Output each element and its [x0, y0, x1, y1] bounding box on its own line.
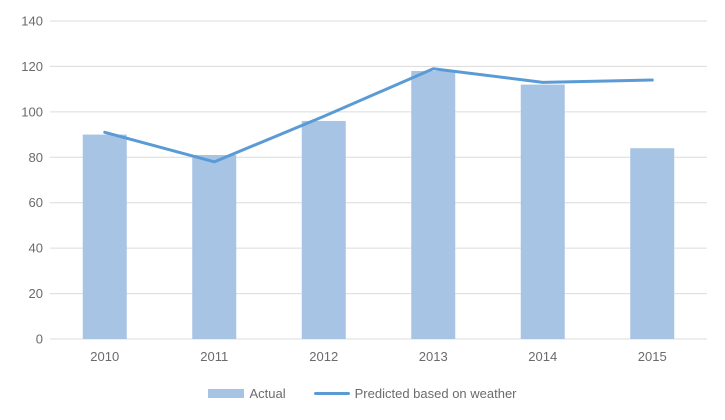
x-tick-label-2010: 2010	[90, 349, 119, 364]
legend-label-actual: Actual	[249, 386, 286, 401]
legend-item-actual[interactable]: Actual	[208, 386, 286, 401]
bar-2012[interactable]	[301, 120, 346, 339]
y-tick-label-80: 80	[29, 150, 43, 165]
y-tick-label-40: 40	[29, 241, 43, 256]
bar-2010[interactable]	[82, 134, 127, 339]
x-tick-label-2013: 2013	[419, 349, 448, 364]
x-tick-label-2015: 2015	[638, 349, 667, 364]
y-tick-label-20: 20	[29, 286, 43, 301]
x-tick-label-2012: 2012	[309, 349, 338, 364]
bar-2013[interactable]	[411, 70, 456, 339]
y-tick-label-100: 100	[21, 104, 43, 119]
line-series-swatch-icon	[313, 392, 350, 395]
y-tick-label-60: 60	[29, 195, 43, 210]
chart-legend: Actual Predicted based on weather	[0, 386, 725, 401]
bar-2011[interactable]	[192, 155, 237, 339]
y-tick-label-120: 120	[21, 59, 43, 74]
bar-2014[interactable]	[520, 84, 565, 339]
y-tick-label-140: 140	[21, 14, 43, 29]
x-tick-label-2011: 2011	[200, 349, 228, 364]
x-tick-label-2014: 2014	[528, 349, 557, 364]
predicted-line[interactable]	[103, 67, 654, 164]
bar-series-swatch-icon	[208, 389, 245, 398]
legend-label-predicted: Predicted based on weather	[354, 386, 517, 401]
bar-2015[interactable]	[630, 148, 675, 339]
y-tick-label-0: 0	[36, 332, 43, 347]
legend-item-predicted[interactable]: Predicted based on weather	[313, 386, 517, 401]
plot-area: 0 20 40 60 80 100 120 140 2010 2011 2012 2013 2014 20…	[21, 14, 707, 364]
